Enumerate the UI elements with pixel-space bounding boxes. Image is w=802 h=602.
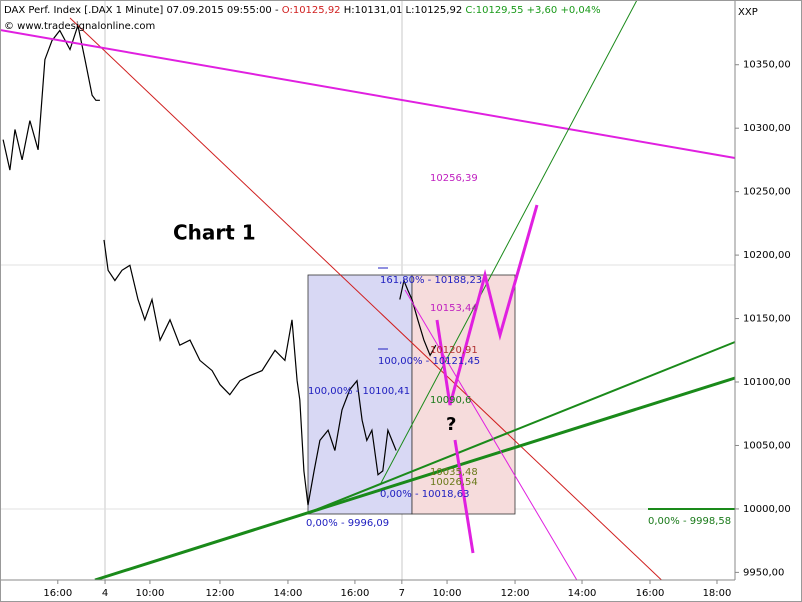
x-tick-label: 12:00 bbox=[206, 588, 235, 599]
title: DAX Perf. Index [.DAX 1 Minute] 07.09.20… bbox=[4, 5, 279, 16]
annotation: 10256,39 bbox=[430, 173, 478, 184]
quote-open: O:10125,92 bbox=[282, 5, 341, 16]
trendline bbox=[0, 29, 736, 159]
x-tick-label: 16:00 bbox=[341, 588, 370, 599]
annotation: 10153,44 bbox=[430, 303, 478, 314]
trendline bbox=[94, 376, 736, 582]
y-tick-label: 10350,00 bbox=[743, 60, 791, 71]
annotation: 10090,6 bbox=[430, 395, 471, 406]
price-line bbox=[2, 23, 437, 506]
x-tick-label: 10:00 bbox=[433, 588, 462, 599]
y-tick-label: 10000,00 bbox=[743, 504, 791, 515]
x-tick-label: 14:00 bbox=[568, 588, 597, 599]
quote-change-pct: +0,04% bbox=[560, 5, 600, 16]
annotation: 0,00% - 9998,58 bbox=[648, 516, 731, 527]
chart-label: Chart 1 bbox=[173, 221, 256, 245]
y-tick-label: 10100,00 bbox=[743, 377, 791, 388]
quote-low: L:10125,92 bbox=[406, 5, 463, 16]
y-tick-label: 9950,00 bbox=[743, 567, 784, 578]
trendline bbox=[379, 0, 638, 486]
trendline bbox=[69, 17, 673, 591]
annotation: 0,00% - 9996,09 bbox=[306, 518, 389, 529]
x-tick-label: 4 bbox=[102, 588, 108, 599]
quote-change: +3,60 bbox=[527, 5, 558, 16]
x-tick-label: 10:00 bbox=[136, 588, 165, 599]
y-tick-label: 10300,00 bbox=[743, 123, 791, 134]
forecast-path bbox=[453, 439, 475, 554]
quote-high: H:10131,01 bbox=[344, 5, 403, 16]
axis-name: XXP bbox=[738, 7, 758, 18]
y-tick-label: 10200,00 bbox=[743, 250, 791, 261]
axis-panel bbox=[0, 580, 802, 602]
annotation: 100,00% - 10121,45 bbox=[378, 356, 480, 367]
source: © www.tradesignalonline.com bbox=[4, 21, 155, 32]
y-tick-label: 10250,00 bbox=[743, 187, 791, 198]
header: DAX Perf. Index [.DAX 1 Minute] 07.09.20… bbox=[4, 5, 601, 16]
annotation: 10026,54 bbox=[430, 477, 478, 488]
fib-box bbox=[307, 274, 413, 515]
x-tick-label: 16:00 bbox=[43, 588, 72, 599]
annotation: 0,00% - 10018,63 bbox=[380, 489, 469, 500]
quote-close: C:10129,55 bbox=[465, 5, 523, 16]
forecast-path bbox=[435, 204, 539, 406]
trendline bbox=[404, 289, 579, 583]
y-tick-label: 10050,00 bbox=[743, 440, 791, 451]
x-tick-label: 7 bbox=[399, 588, 405, 599]
y-tick-label: 10150,00 bbox=[743, 314, 791, 325]
annotation: ? bbox=[446, 414, 456, 435]
x-tick-label: 14:00 bbox=[274, 588, 303, 599]
annotation: 10120,91 bbox=[430, 345, 478, 356]
series-layer bbox=[2, 23, 437, 506]
x-tick-label: 16:00 bbox=[636, 588, 665, 599]
annotation: 161,80% - 10188,23 bbox=[380, 275, 482, 286]
annotation: 10035,48 bbox=[430, 467, 478, 478]
x-tick-label: 18:00 bbox=[703, 588, 732, 599]
trendline bbox=[307, 341, 736, 514]
annotation: 100,00% - 10100,41 bbox=[308, 386, 410, 397]
x-tick-label: 12:00 bbox=[501, 588, 530, 599]
axis-panel bbox=[735, 0, 802, 602]
